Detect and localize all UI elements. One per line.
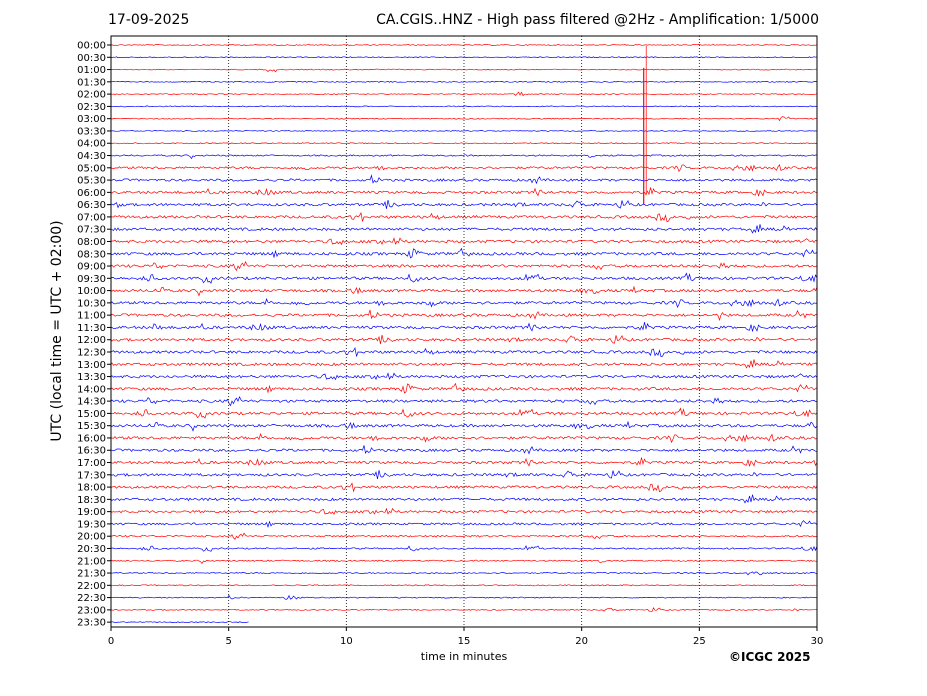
row-time-label: 16:30 (77, 446, 106, 457)
x-tick-label: 10 (340, 636, 353, 647)
row-time-label: 22:00 (77, 581, 106, 592)
row-time-label: 00:30 (77, 53, 106, 64)
trace-line (110, 334, 818, 345)
x-tick-group: 0 5 10 15 20 25 30 (108, 627, 824, 647)
x-tick-label: 20 (575, 636, 588, 647)
row-time-label: 19:00 (77, 507, 106, 518)
row-time-label: 05:30 (77, 176, 106, 187)
x-tick-label: 25 (693, 636, 706, 647)
row-time-label: 03:00 (77, 114, 106, 125)
trace-line (110, 142, 818, 145)
row-time-label: 11:00 (77, 311, 106, 322)
row-time-label: 07:00 (77, 212, 106, 223)
x-tick-label: 5 (225, 636, 231, 647)
trace-line (110, 532, 818, 541)
trace-line (110, 237, 818, 246)
row-time-label: 12:30 (77, 348, 106, 359)
trace-line (110, 346, 818, 358)
row-time-label: 15:30 (77, 421, 106, 432)
grid-group (228, 36, 700, 627)
trace-line (110, 382, 818, 394)
row-time-label: 20:30 (77, 544, 106, 555)
row-time-label: 21:00 (77, 556, 106, 567)
row-time-label: 19:30 (77, 519, 106, 530)
row-time-label: 01:00 (77, 65, 106, 76)
trace-line (110, 520, 818, 529)
x-tick-label: 0 (108, 636, 114, 647)
row-time-label: 03:30 (77, 126, 106, 137)
row-time-label: 02:30 (77, 102, 106, 113)
row-time-label: 00:00 (77, 41, 106, 52)
trace-line (110, 457, 818, 467)
chart-title: CA.CGIS..HNZ - High pass filtered @2Hz -… (376, 12, 819, 28)
row-time-label: 18:30 (77, 495, 106, 506)
trace-line (110, 247, 818, 259)
x-tick-label: 30 (811, 636, 824, 647)
row-time-label: 10:30 (77, 298, 106, 309)
row-time-label: 23:00 (77, 605, 106, 616)
row-time-label: 14:00 (77, 384, 106, 395)
date-label: 17-09-2025 (108, 12, 190, 28)
row-time-label: 21:30 (77, 569, 106, 580)
trace-line (110, 420, 818, 432)
row-time-label: 04:00 (77, 139, 106, 150)
row-time-label: 07:30 (77, 225, 106, 236)
row-time-label: 17:30 (77, 470, 106, 481)
row-time-label: 02:00 (77, 90, 106, 101)
row-time-label: 16:00 (77, 433, 106, 444)
row-time-label: 18:00 (77, 483, 106, 494)
trace-group (110, 44, 818, 623)
row-time-label: 08:30 (77, 249, 106, 260)
row-time-label: 13:00 (77, 360, 106, 371)
plot-frame (110, 35, 818, 628)
trace-line (110, 174, 818, 185)
row-time-label: 01:30 (77, 77, 106, 88)
trace-line (110, 187, 818, 197)
trace-line (110, 621, 249, 623)
trace-line (110, 482, 818, 493)
trace-line (110, 260, 818, 272)
x-tick-label: 15 (458, 636, 471, 647)
x-axis-label: time in minutes (420, 650, 508, 663)
copyright-credit: ©ICGC 2025 (729, 650, 811, 664)
trace-line (110, 396, 818, 407)
trace-line (110, 130, 818, 132)
trace-line (110, 154, 817, 160)
row-time-label: 06:30 (77, 200, 106, 211)
row-time-label: 04:30 (77, 151, 106, 162)
row-time-label: 23:30 (77, 618, 106, 629)
row-time-label: 08:00 (77, 237, 106, 248)
row-time-label: 09:00 (77, 262, 106, 273)
row-time-label: 11:30 (77, 323, 106, 334)
row-time-label: 20:00 (77, 532, 106, 543)
row-time-label: 15:00 (77, 409, 106, 420)
row-time-label: 10:00 (77, 286, 106, 297)
trace-line (110, 407, 818, 419)
row-time-label: 22:30 (77, 593, 106, 604)
trace-line (111, 445, 818, 455)
row-time-label: 13:30 (77, 372, 106, 383)
row-time-label: 06:00 (77, 188, 106, 199)
row-time-label: 14:30 (77, 397, 106, 408)
trace-line (110, 507, 818, 516)
row-time-label: 09:30 (77, 274, 106, 285)
trace-line (110, 211, 818, 223)
row-time-label: 17:00 (77, 458, 106, 469)
row-time-label: 05:00 (77, 163, 106, 174)
trace-line (110, 116, 818, 122)
trace-line (110, 105, 817, 108)
trace-line (110, 372, 818, 381)
trace-line (110, 272, 818, 284)
row-time-label: 12:00 (77, 335, 106, 346)
